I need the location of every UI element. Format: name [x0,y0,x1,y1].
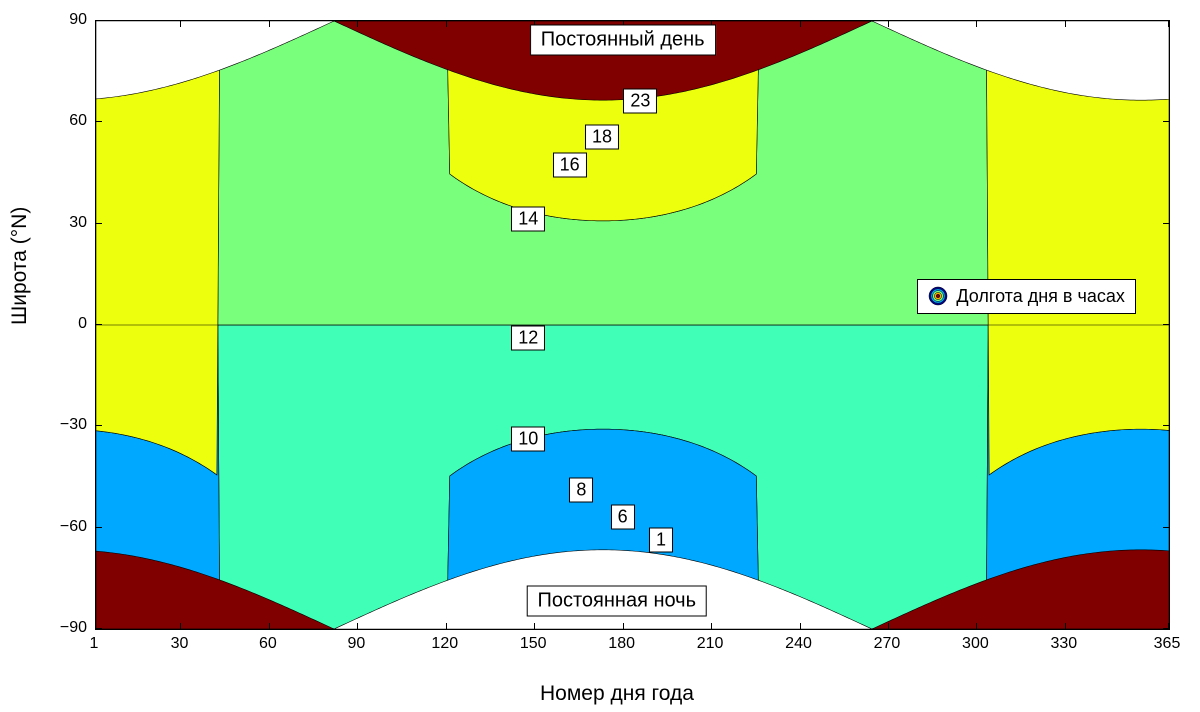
ytick-mark [1163,527,1169,528]
contour-label: 14 [511,207,545,232]
contour-label: 6 [611,504,635,529]
contour-label: 8 [569,477,593,502]
ytick-label: −60 [60,518,87,536]
xtick-label: 60 [259,635,277,653]
ytick-mark [1163,324,1169,325]
xtick-label: 90 [347,635,365,653]
xtick-mark [623,623,624,629]
x-axis-label: Номер дня года [540,682,694,706]
ytick-mark [96,425,102,426]
xtick-mark [976,21,977,27]
xtick-label: 150 [520,635,547,653]
xtick-mark [95,21,96,27]
xtick-mark [1168,21,1169,27]
xtick-label: 300 [962,635,989,653]
xtick-mark [1065,623,1066,629]
legend: Долгота дня в часах [917,279,1136,314]
xtick-mark [180,21,181,27]
xtick-label: 210 [697,635,724,653]
ytick-label: 60 [69,112,87,130]
xtick-mark [446,21,447,27]
contour-label: 10 [511,426,545,451]
ytick-label: 90 [69,11,87,29]
ytick-mark [96,223,102,224]
xtick-mark [269,623,270,629]
daylength-contour-chart: Широта (°N) Номер дня года 1306090120150… [0,0,1200,712]
legend-text: Долгота дня в часах [956,286,1125,307]
ytick-mark [96,324,102,325]
legend-contour-icon [928,286,948,306]
xtick-mark [711,623,712,629]
xtick-mark [534,623,535,629]
ytick-mark [96,628,102,629]
xtick-mark [800,623,801,629]
ytick-label: −90 [60,619,87,637]
annotation-label: Постоянная ночь [526,585,707,616]
y-axis-label: Широта (°N) [8,207,32,325]
xtick-mark [888,623,889,629]
xtick-mark [976,623,977,629]
xtick-label: 180 [608,635,635,653]
ytick-label: 0 [78,315,87,333]
contour-label: 18 [585,124,619,149]
contour-label: 16 [553,153,587,178]
xtick-label: 240 [785,635,812,653]
xtick-label: 365 [1154,635,1181,653]
ytick-mark [1163,628,1169,629]
contour-label: 12 [511,325,545,350]
xtick-label: 30 [171,635,189,653]
ytick-mark [1163,20,1169,21]
xtick-mark [1065,21,1066,27]
xtick-label: 270 [874,635,901,653]
xtick-label: 120 [431,635,458,653]
ytick-mark [96,527,102,528]
xtick-label: 330 [1050,635,1077,653]
xtick-mark [800,21,801,27]
ytick-mark [96,121,102,122]
ytick-mark [1163,121,1169,122]
contour-label: 23 [623,89,657,114]
xtick-mark [357,21,358,27]
ytick-label: 30 [69,214,87,232]
xtick-mark [446,623,447,629]
annotation-label: Постоянный день [530,25,716,56]
ytick-label: −30 [60,416,87,434]
contour-label: 1 [649,528,673,553]
ytick-mark [96,20,102,21]
xtick-mark [357,623,358,629]
xtick-mark [888,21,889,27]
xtick-mark [269,21,270,27]
ytick-mark [1163,425,1169,426]
xtick-mark [180,623,181,629]
xtick-label: 1 [90,635,99,653]
ytick-mark [1163,223,1169,224]
